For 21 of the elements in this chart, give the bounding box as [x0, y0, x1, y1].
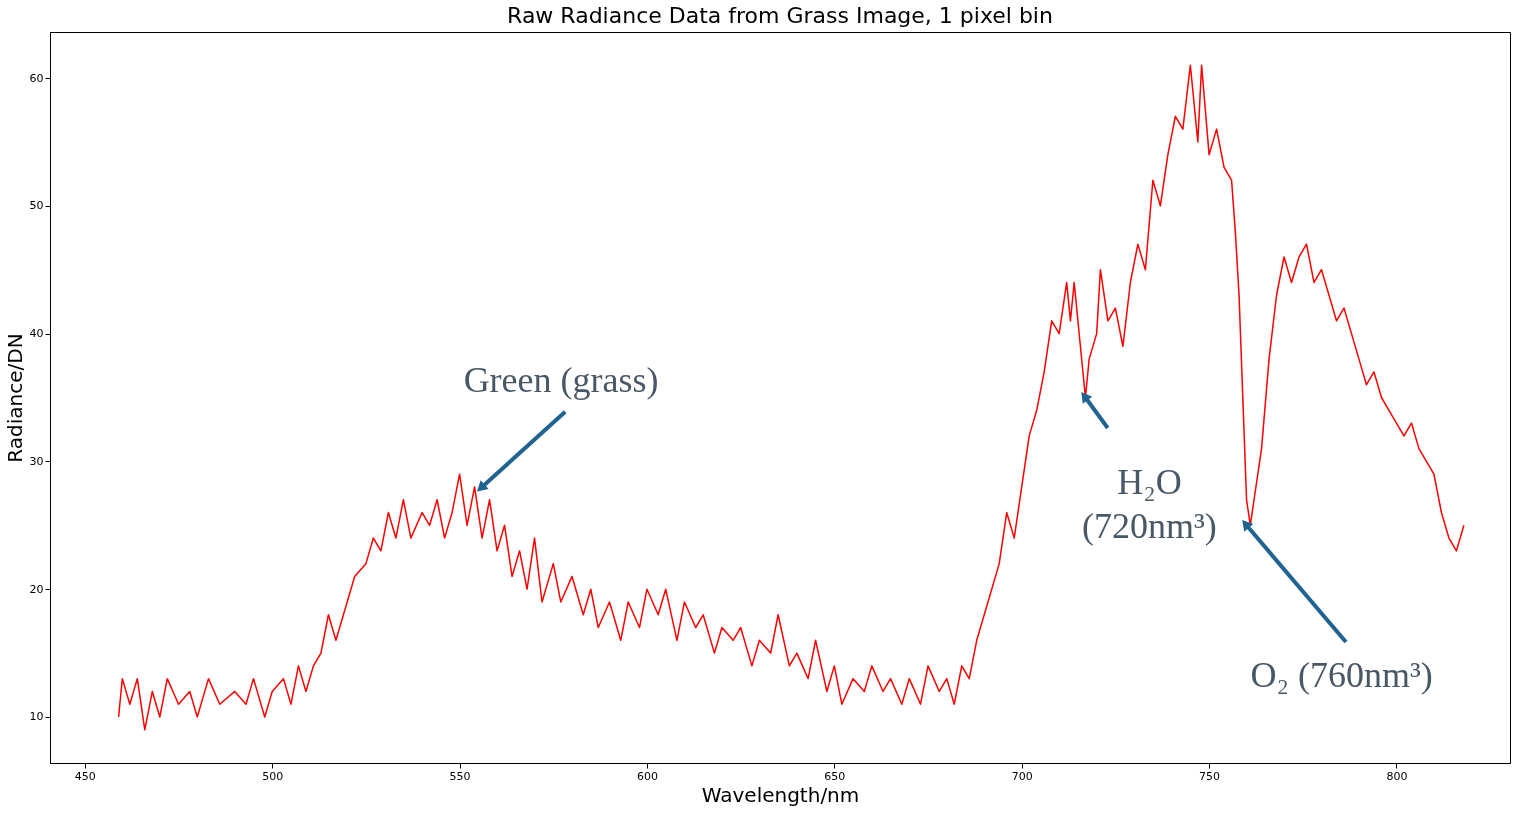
y-tick-label: 50: [29, 199, 44, 213]
y-tick-label: 60: [29, 71, 44, 85]
y-tick-label: 10: [29, 710, 44, 724]
annotation: Green (grass): [463, 359, 659, 400]
x-tick-label: 700: [1011, 769, 1033, 783]
x-axis-title: Wavelength/nm: [701, 782, 860, 807]
x-tick-label: 550: [449, 769, 471, 783]
x-tick-label: 450: [74, 769, 96, 783]
y-tick-label: 20: [29, 582, 44, 596]
y-tick-label: 40: [29, 327, 44, 341]
x-tick-label: 750: [1199, 769, 1221, 783]
x-tick-label: 600: [636, 769, 658, 783]
x-tick-label: 800: [1386, 769, 1408, 783]
chart-title: Raw Radiance Data from Grass Image, 1 pixel bin: [507, 3, 1053, 28]
annotation: H₂O (720nm³): [1082, 461, 1217, 546]
y-tick-label: 30: [29, 454, 44, 468]
x-tick-label: 500: [262, 769, 284, 783]
annotation: O₂ (760nm³): [1250, 655, 1433, 696]
x-tick-label: 650: [824, 769, 846, 783]
line-series: [117, 64, 1465, 731]
y-axis-title: Radiance/DN: [2, 333, 27, 463]
